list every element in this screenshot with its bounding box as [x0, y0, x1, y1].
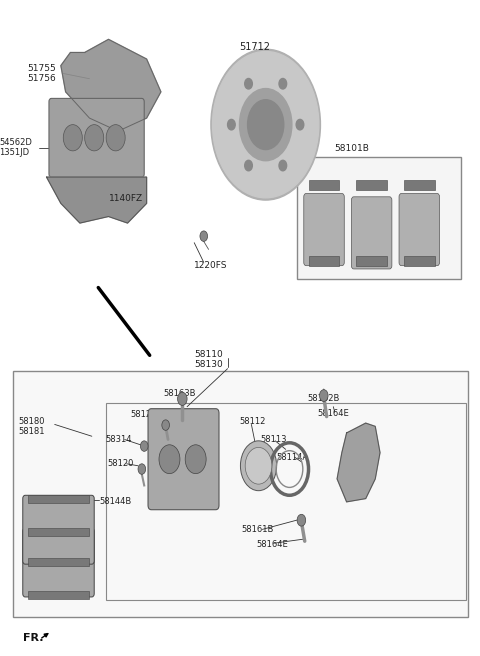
Text: 58161B: 58161B — [241, 525, 273, 534]
Text: 58180
58181: 58180 58181 — [18, 417, 45, 436]
Bar — [309, 180, 339, 190]
Circle shape — [245, 160, 252, 171]
Text: 51712: 51712 — [240, 42, 270, 52]
Text: 58164E: 58164E — [256, 540, 288, 549]
Circle shape — [211, 49, 321, 200]
Text: 1140FZ: 1140FZ — [108, 194, 143, 203]
Bar — [27, 558, 89, 566]
Circle shape — [228, 119, 235, 130]
Bar — [309, 256, 339, 266]
Circle shape — [178, 392, 187, 405]
FancyBboxPatch shape — [304, 194, 344, 266]
Text: 58120: 58120 — [108, 459, 134, 468]
Bar — [27, 528, 89, 536]
Text: 58112: 58112 — [240, 417, 266, 426]
Circle shape — [159, 445, 180, 474]
Polygon shape — [61, 39, 161, 131]
FancyBboxPatch shape — [148, 409, 219, 510]
Bar — [297, 157, 461, 279]
Bar — [106, 403, 466, 600]
Text: 58125: 58125 — [130, 410, 156, 419]
FancyBboxPatch shape — [23, 495, 94, 564]
Text: 1220FS: 1220FS — [194, 261, 228, 270]
Text: 54562D
1351JD: 54562D 1351JD — [0, 138, 32, 157]
Circle shape — [162, 420, 169, 430]
Text: 51755
51756: 51755 51756 — [27, 64, 56, 83]
Circle shape — [245, 447, 272, 484]
Circle shape — [84, 125, 104, 151]
Circle shape — [245, 79, 252, 89]
Circle shape — [296, 119, 304, 130]
Circle shape — [63, 125, 82, 151]
Polygon shape — [47, 177, 146, 223]
Circle shape — [320, 390, 328, 401]
Circle shape — [279, 160, 287, 171]
Bar — [27, 495, 89, 503]
Circle shape — [240, 441, 276, 491]
FancyBboxPatch shape — [49, 98, 144, 177]
Text: 58114A: 58114A — [276, 453, 308, 462]
Bar — [27, 591, 89, 599]
Circle shape — [279, 79, 287, 89]
Text: FR.: FR. — [23, 632, 43, 643]
FancyBboxPatch shape — [399, 194, 440, 266]
Circle shape — [240, 89, 292, 161]
Bar — [404, 180, 435, 190]
Bar — [356, 256, 387, 266]
Bar — [13, 371, 468, 617]
Circle shape — [106, 125, 125, 151]
Circle shape — [185, 445, 206, 474]
Circle shape — [213, 51, 319, 198]
FancyBboxPatch shape — [23, 528, 94, 597]
Circle shape — [248, 100, 284, 150]
Circle shape — [200, 231, 207, 241]
Text: 58164E: 58164E — [317, 409, 349, 418]
FancyBboxPatch shape — [351, 197, 392, 269]
Text: 58314: 58314 — [105, 435, 132, 444]
Circle shape — [297, 514, 306, 526]
Polygon shape — [337, 423, 380, 502]
Text: 58144B: 58144B — [49, 560, 81, 569]
Text: 58101B: 58101B — [334, 144, 369, 153]
Text: 58163B: 58163B — [163, 389, 196, 398]
Circle shape — [138, 464, 145, 474]
Text: 58162B: 58162B — [308, 394, 340, 403]
Text: 58144B: 58144B — [99, 497, 131, 506]
Bar — [404, 256, 435, 266]
Bar — [356, 180, 387, 190]
Text: 58113: 58113 — [260, 435, 287, 444]
Circle shape — [141, 441, 148, 451]
Text: 58110
58130: 58110 58130 — [194, 350, 223, 369]
